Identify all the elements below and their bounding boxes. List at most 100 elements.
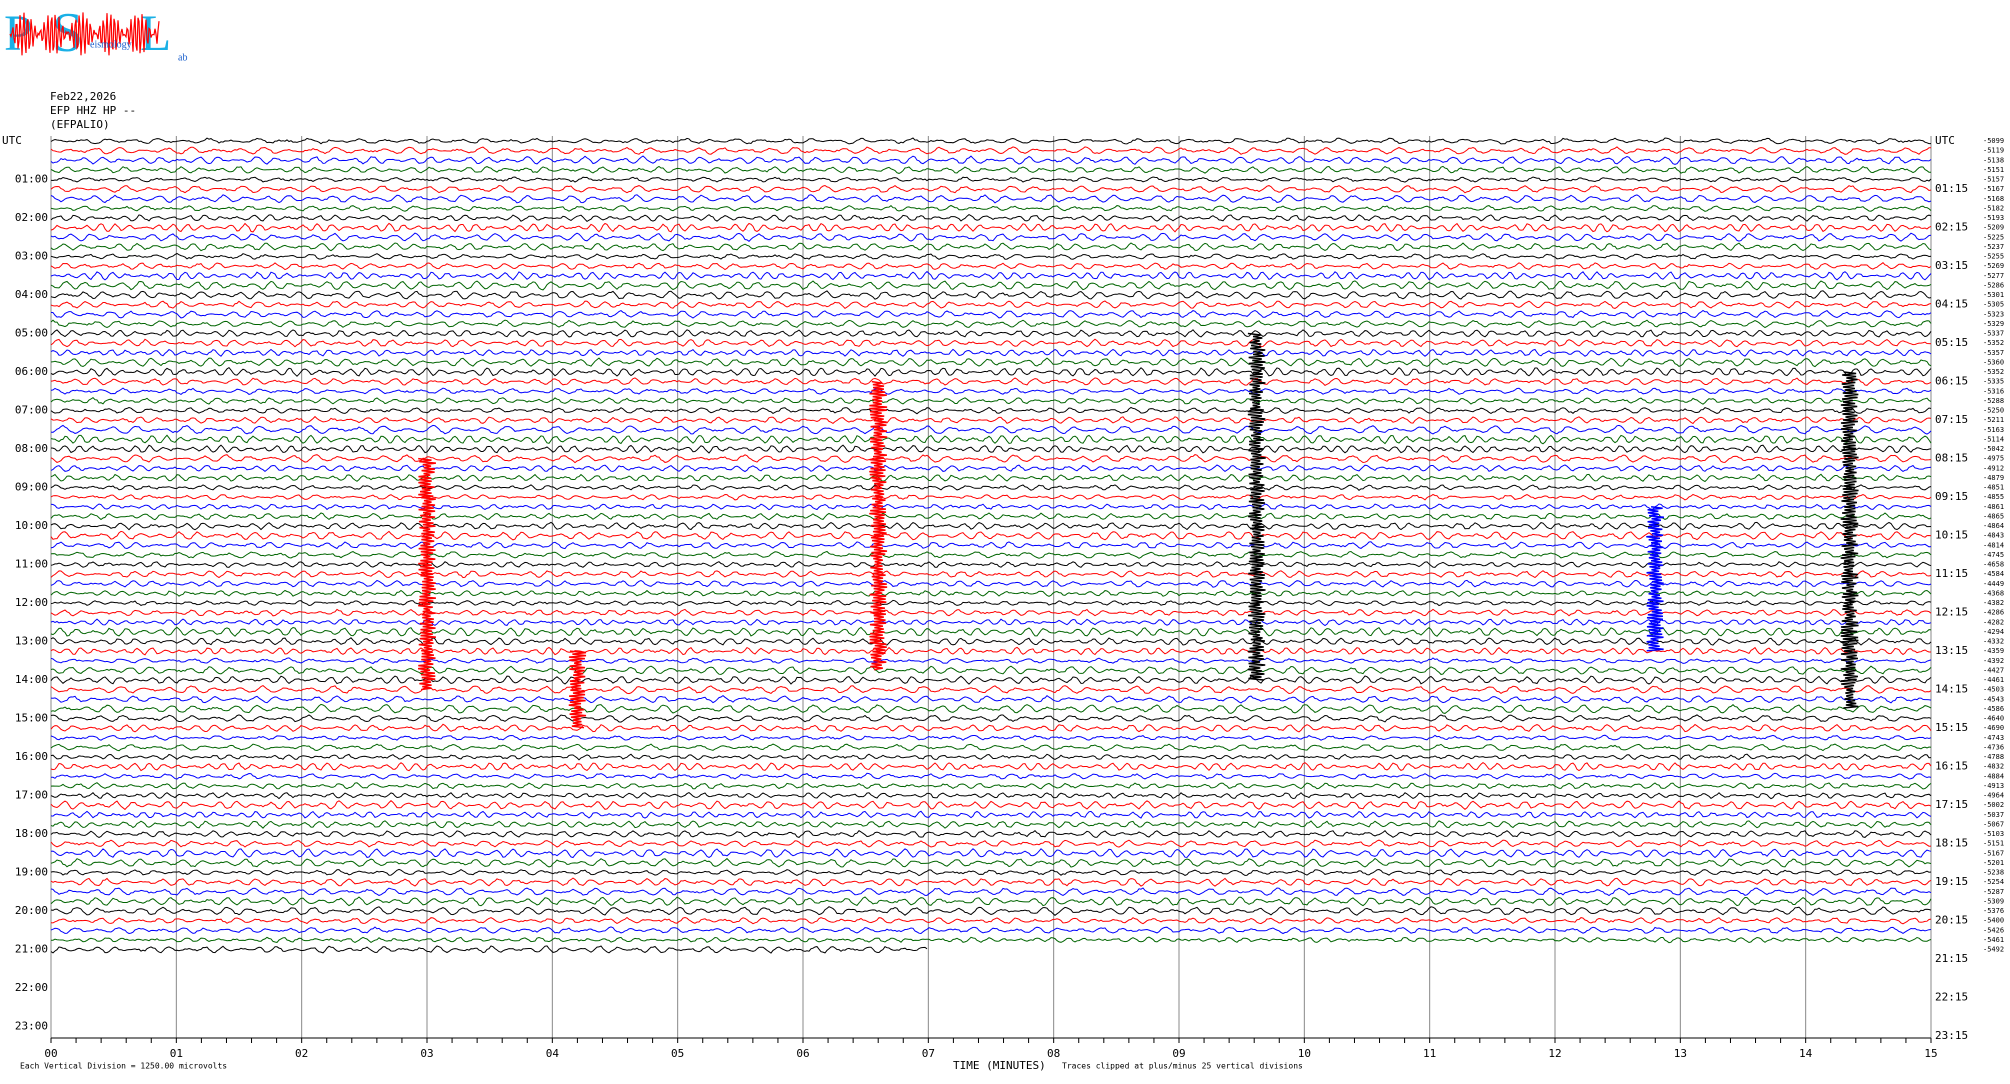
- trace: [50, 791, 1932, 800]
- left-hour-label: 21:00: [15, 943, 48, 956]
- row-label: -4294: [1983, 628, 2004, 636]
- trace: [50, 926, 1932, 935]
- trace: [50, 204, 1932, 212]
- left-hour-label: 04:00: [15, 288, 48, 301]
- left-hour-label: 13:00: [15, 635, 48, 648]
- right-hour-label: 14:15: [1935, 683, 1968, 696]
- left-hour-label: 18:00: [15, 827, 48, 840]
- trace: [50, 896, 1932, 907]
- row-label: -4913: [1983, 782, 2004, 790]
- trace: [51, 936, 1932, 944]
- trace: [50, 848, 1932, 859]
- trace: [50, 484, 1932, 491]
- row-label: -5426: [1983, 926, 2004, 934]
- left-hour-label: 16:00: [15, 750, 48, 763]
- trace: [50, 877, 1932, 887]
- trace: [50, 137, 1931, 145]
- trace: [50, 618, 1932, 627]
- row-label: -4975: [1983, 455, 2004, 463]
- left-hour-label: 07:00: [15, 404, 48, 417]
- x-tick-label: 11: [1423, 1047, 1436, 1060]
- trace: [50, 589, 1932, 598]
- row-label: -5254: [1983, 878, 2004, 886]
- row-label: -4461: [1983, 676, 2004, 684]
- row-label: -5167: [1983, 849, 2004, 857]
- row-label: -4743: [1983, 734, 2004, 742]
- right-hour-label: 06:15: [1935, 375, 1968, 388]
- left-hour-label: 12:00: [15, 596, 48, 609]
- trace: [50, 820, 1932, 829]
- row-label: -4359: [1983, 647, 2004, 655]
- trace: [50, 493, 1932, 501]
- right-hour-label: 04:15: [1935, 298, 1968, 311]
- row-label: -4736: [1983, 743, 2004, 751]
- row-label: -4855: [1983, 493, 2004, 501]
- right-hour-label: 16:15: [1935, 760, 1968, 773]
- right-hour-label: 12:15: [1935, 606, 1968, 619]
- trace: [50, 608, 1932, 617]
- row-label: -4382: [1983, 599, 2004, 607]
- right-hour-label: 15:15: [1935, 721, 1968, 734]
- row-label: -5400: [1983, 917, 2004, 925]
- trace: [50, 348, 1932, 357]
- row-label: -4851: [1983, 484, 2004, 492]
- trace: [50, 675, 1932, 685]
- trace: [50, 290, 1932, 300]
- footer-left: Each Vertical Division = 1250.00 microvo…: [20, 1062, 227, 1071]
- row-label: -5114: [1983, 435, 2004, 443]
- row-label: -5316: [1983, 387, 2004, 395]
- left-hour-label: 10:00: [15, 519, 48, 532]
- trace: [50, 626, 1932, 637]
- row-label: -4964: [1983, 792, 2004, 800]
- trace: [50, 561, 1932, 568]
- row-label: -4861: [1983, 503, 2004, 511]
- right-hour-label: 20:15: [1935, 914, 1968, 927]
- trace: [50, 685, 1932, 695]
- trace: [50, 309, 1932, 319]
- trace: [50, 377, 1932, 387]
- row-label: -4368: [1983, 589, 2004, 597]
- trace: [50, 444, 1932, 454]
- trace: [50, 415, 1932, 425]
- trace: [50, 579, 1932, 588]
- left-hour-label: 19:00: [15, 866, 48, 879]
- left-hour-label: 20:00: [15, 904, 48, 917]
- logo-small: ab: [178, 52, 187, 63]
- row-label: -4282: [1983, 618, 2004, 626]
- row-label: -5352: [1983, 368, 2004, 376]
- trace: [50, 703, 1932, 714]
- x-axis-label: TIME (MINUTES): [953, 1059, 1046, 1072]
- left-hour-label: 01:00: [15, 173, 48, 186]
- trace: [50, 599, 1932, 607]
- right-hour-label: 17:15: [1935, 798, 1968, 811]
- row-label: -5201: [1983, 859, 2004, 867]
- right-hour-label: 23:15: [1935, 1029, 1968, 1042]
- left-hour-label: 17:00: [15, 789, 48, 802]
- row-label: -5255: [1983, 253, 2004, 261]
- right-hour-label: 18:15: [1935, 837, 1968, 850]
- row-label: -5286: [1983, 281, 2004, 289]
- right-hour-label: 01:15: [1935, 182, 1968, 195]
- left-hour-label: 02:00: [15, 211, 48, 224]
- row-label: -4449: [1983, 580, 2004, 588]
- row-label: -5376: [1983, 907, 2004, 915]
- row-label: -4879: [1983, 474, 2004, 482]
- trace: [50, 262, 1932, 271]
- trace: [50, 454, 1932, 464]
- row-label: -4864: [1983, 522, 2004, 530]
- event: [869, 380, 888, 671]
- row-label: -5067: [1983, 820, 2004, 828]
- right-hour-label: 19:15: [1935, 875, 1968, 888]
- trace: [50, 319, 1932, 329]
- x-tick-label: 14: [1799, 1047, 1813, 1060]
- trace: [50, 397, 1932, 405]
- row-label: -4584: [1983, 570, 2004, 578]
- x-tick-label: 03: [420, 1047, 433, 1060]
- left-hour-label: 23:00: [15, 1020, 48, 1033]
- row-label: -5461: [1983, 936, 2004, 944]
- row-label: -4843: [1983, 532, 2004, 540]
- trace: [50, 657, 1932, 665]
- row-label: -5250: [1983, 407, 2004, 415]
- x-tick-label: 10: [1298, 1047, 1311, 1060]
